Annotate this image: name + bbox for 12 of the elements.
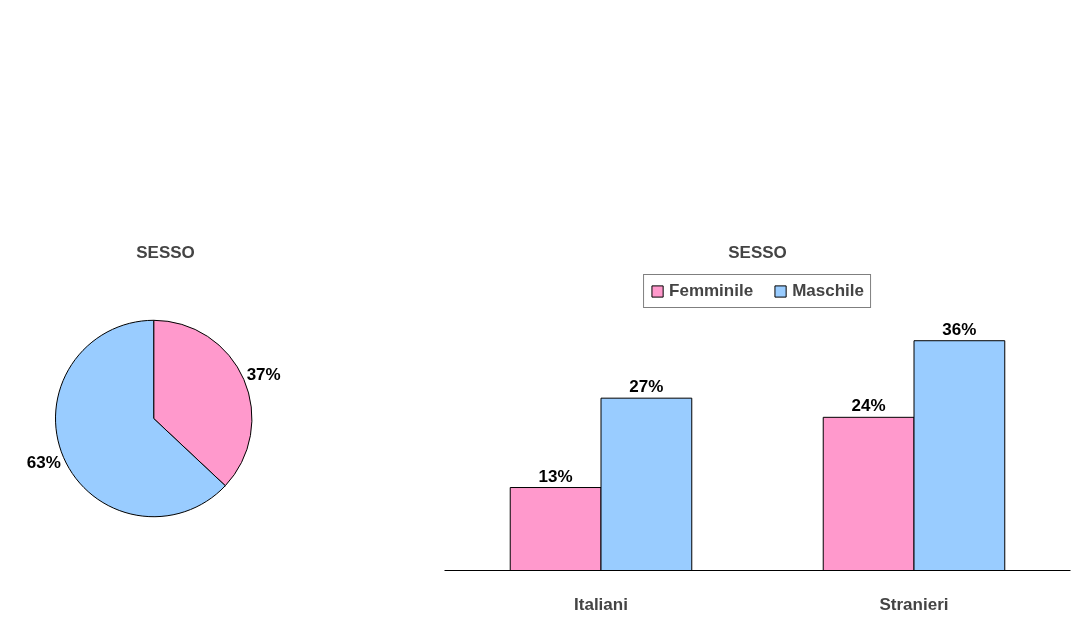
chart-title: SESSO	[728, 242, 787, 262]
data-label: 63%	[26, 452, 61, 472]
data-label: 36%	[942, 319, 977, 339]
legend-label: Maschile	[792, 281, 864, 301]
data-label: 13%	[538, 466, 573, 486]
data-label: 27%	[629, 377, 664, 397]
data-label: 37%	[246, 365, 281, 385]
x-tick-label: Stranieri	[879, 594, 949, 614]
x-tick-label: Italiani	[574, 594, 628, 614]
data-label: 24%	[851, 396, 886, 416]
legend-label: Femminile	[669, 281, 754, 301]
chart-title: SESSO	[136, 242, 195, 262]
